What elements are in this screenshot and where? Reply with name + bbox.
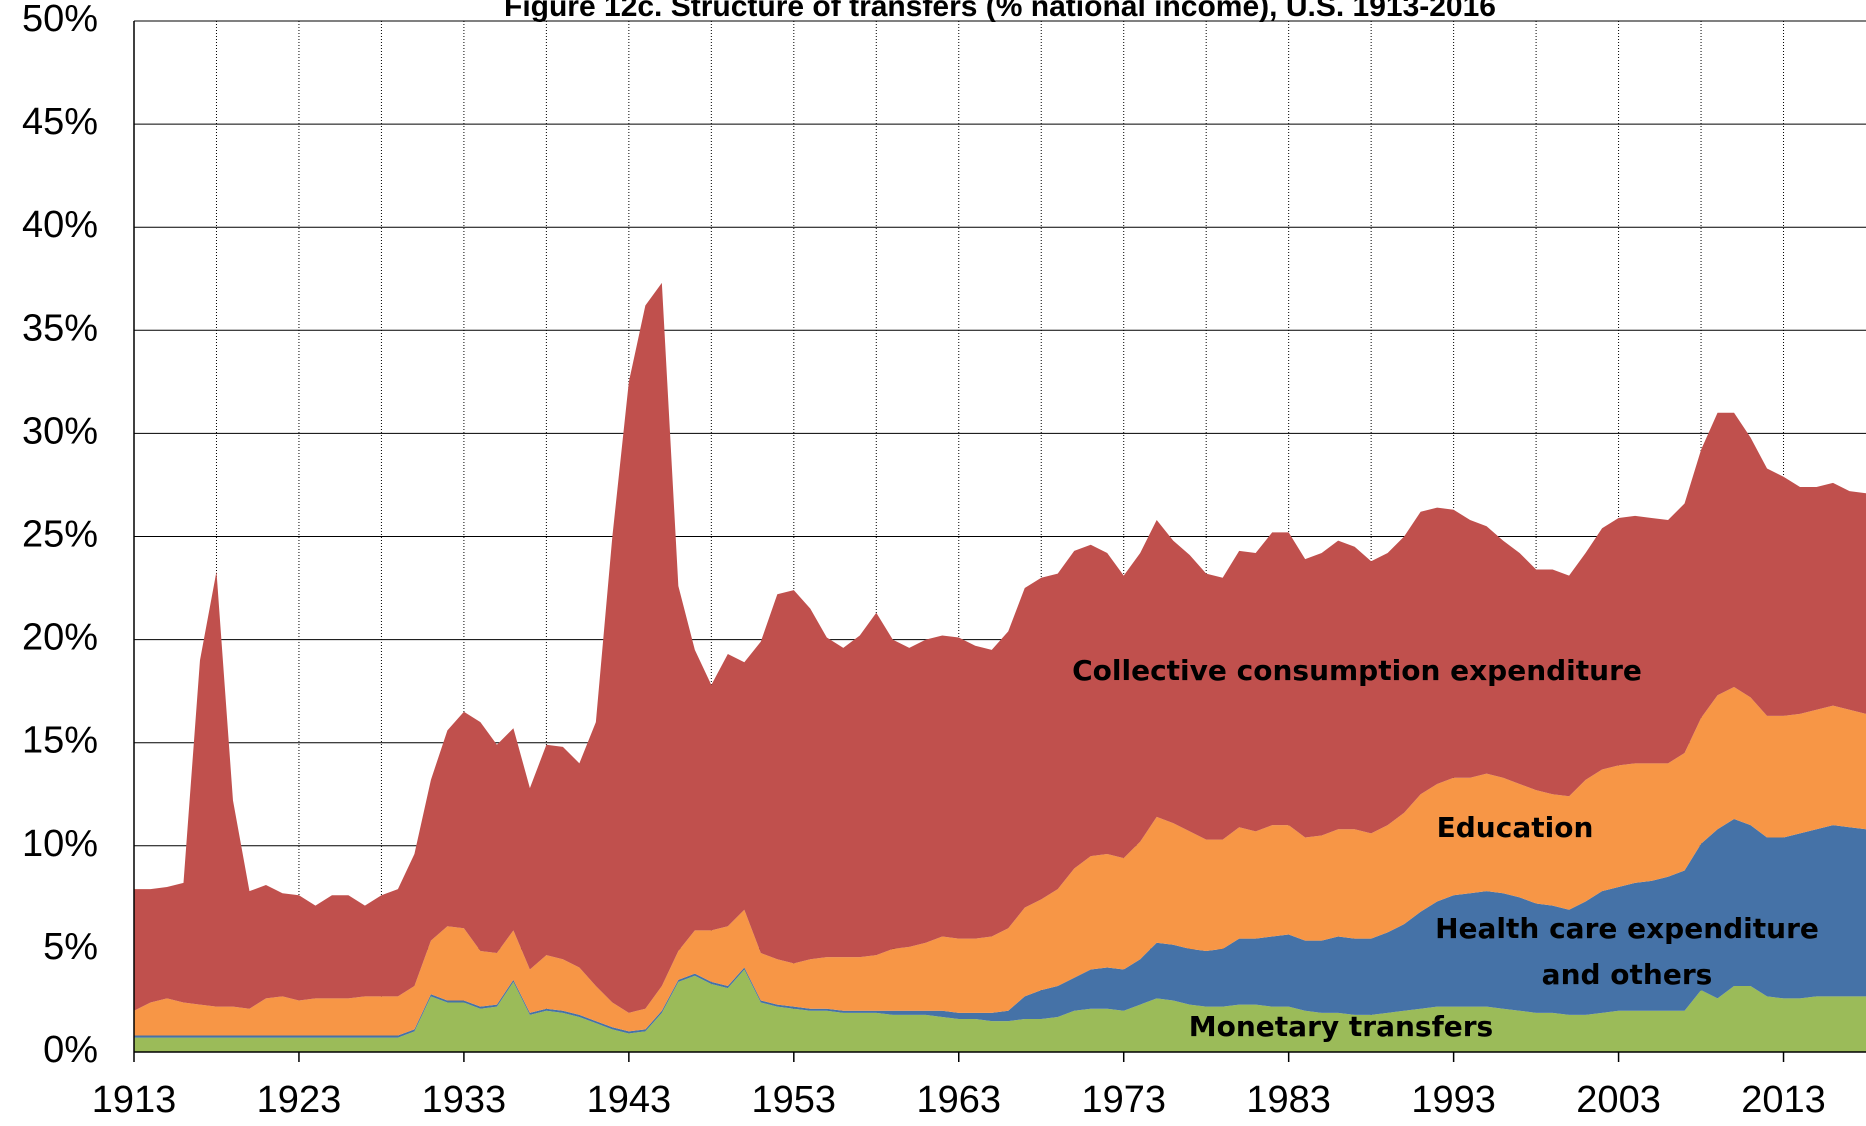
y-tick-label: 15% — [22, 720, 98, 762]
x-tick-label: 1933 — [422, 1079, 507, 1121]
x-tick-label: 2013 — [1741, 1079, 1826, 1121]
area — [134, 687, 1866, 1036]
y-tick-label: 5% — [43, 926, 98, 968]
y-tick-label: 20% — [22, 617, 98, 659]
annotation: Health care expenditure — [1435, 912, 1819, 945]
area — [134, 818, 1866, 1038]
x-tick-label: 1963 — [916, 1079, 1001, 1121]
y-tick-label: 30% — [22, 410, 98, 452]
annotation: and others — [1542, 958, 1713, 991]
y-tick-label: 50% — [22, 0, 98, 40]
annotation: Monetary transfers — [1189, 1010, 1493, 1043]
x-tick-label: 2003 — [1576, 1079, 1661, 1121]
y-tick-label: 40% — [22, 204, 98, 246]
x-tick-label: 1913 — [92, 1079, 177, 1121]
y-tick-label: 25% — [22, 514, 98, 556]
annotation: Education — [1437, 811, 1594, 844]
area — [134, 969, 1866, 1052]
x-tick-label: 1953 — [752, 1079, 837, 1121]
chart-title: Figure 12c. Structure of transfers (% na… — [504, 0, 1496, 23]
x-tick-label: 1973 — [1081, 1079, 1166, 1121]
x-tick-label: 1943 — [587, 1079, 672, 1121]
areas — [134, 282, 1866, 1052]
y-tick-label: 10% — [22, 823, 98, 865]
y-tick-label: 45% — [22, 101, 98, 143]
x-tick-label: 1983 — [1246, 1079, 1331, 1121]
x-tick-label: 1993 — [1411, 1079, 1496, 1121]
y-tick-label: 35% — [22, 307, 98, 349]
area — [134, 282, 1866, 1013]
x-tick-label: 1923 — [257, 1079, 342, 1121]
annotation: Collective consumption expenditure — [1072, 654, 1642, 687]
y-tick-label: 0% — [43, 1029, 98, 1071]
labels: Figure 12c. Structure of transfers (% na… — [22, 0, 1866, 1121]
